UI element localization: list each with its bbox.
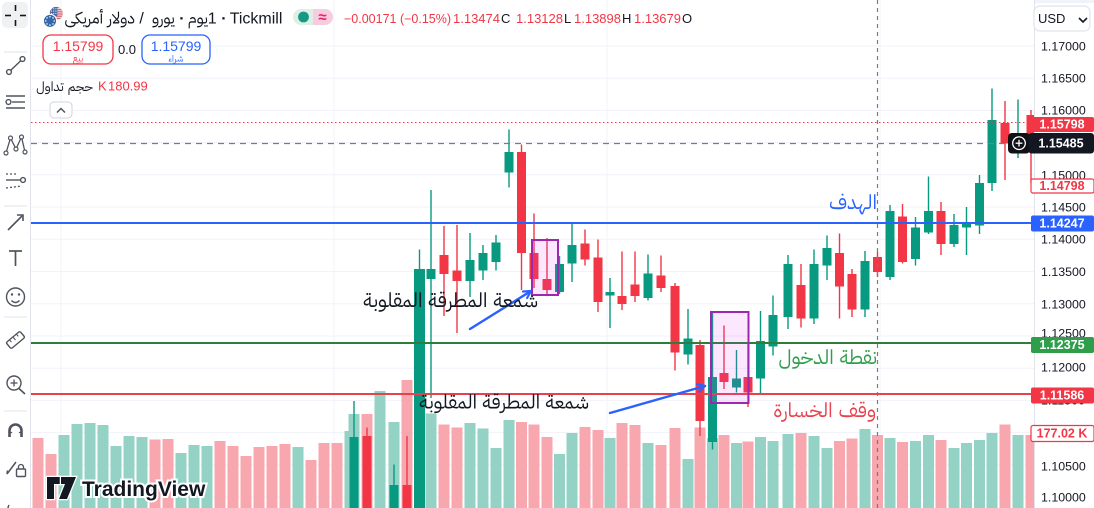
svg-text:180.99: 180.99	[108, 79, 148, 94]
svg-text:O: O	[682, 11, 692, 26]
svg-text:·: ·	[179, 11, 184, 28]
svg-text:Tickmill: Tickmill	[230, 11, 283, 28]
svg-text:1.17000: 1.17000	[1041, 39, 1086, 53]
svg-text:1.15799: 1.15799	[53, 38, 104, 54]
svg-text:1.12375: 1.12375	[1039, 338, 1084, 352]
svg-text:1.14500: 1.14500	[1041, 200, 1086, 214]
svg-text:1.13898: 1.13898	[574, 11, 621, 26]
svg-text:1.16000: 1.16000	[1041, 103, 1086, 117]
svg-text:1.14247: 1.14247	[1039, 217, 1084, 231]
svg-text:1.13500: 1.13500	[1041, 265, 1086, 279]
svg-text:1.10500: 1.10500	[1041, 459, 1086, 473]
svg-text:1.12000: 1.12000	[1041, 360, 1086, 374]
svg-text:1.15799: 1.15799	[151, 38, 202, 54]
svg-text:177.02 K: 177.02 K	[1037, 427, 1088, 441]
svg-text:1.15798: 1.15798	[1039, 118, 1084, 132]
svg-text:1.14798: 1.14798	[1039, 179, 1084, 193]
svg-text:1.16500: 1.16500	[1041, 71, 1086, 85]
svg-text:1.14000: 1.14000	[1041, 232, 1086, 246]
svg-text:1.15485: 1.15485	[1038, 137, 1083, 151]
svg-text:1.13128: 1.13128	[516, 11, 563, 26]
svg-text:−0.00171 (−0.15%): −0.00171 (−0.15%)	[344, 12, 451, 26]
svg-text:C: C	[501, 11, 510, 26]
svg-text:·: ·	[221, 11, 226, 28]
svg-text:0.0: 0.0	[118, 42, 136, 57]
svg-text:1: 1	[208, 11, 217, 28]
svg-text:USD: USD	[1038, 11, 1065, 26]
svg-text:TradingView: TradingView	[82, 478, 206, 501]
svg-text:1.13679: 1.13679	[634, 11, 681, 26]
svg-text:1.10000: 1.10000	[1041, 490, 1086, 504]
svg-text:H: H	[622, 11, 631, 26]
svg-text:1.11586: 1.11586	[1040, 389, 1085, 403]
svg-text:K: K	[98, 79, 107, 94]
svg-text:/: /	[139, 11, 144, 28]
svg-text:1.12500: 1.12500	[1041, 326, 1086, 340]
svg-text:L: L	[564, 11, 571, 26]
svg-text:1.13474: 1.13474	[453, 11, 500, 26]
svg-text:1.13000: 1.13000	[1041, 297, 1086, 311]
svg-text:≈: ≈	[318, 9, 326, 26]
